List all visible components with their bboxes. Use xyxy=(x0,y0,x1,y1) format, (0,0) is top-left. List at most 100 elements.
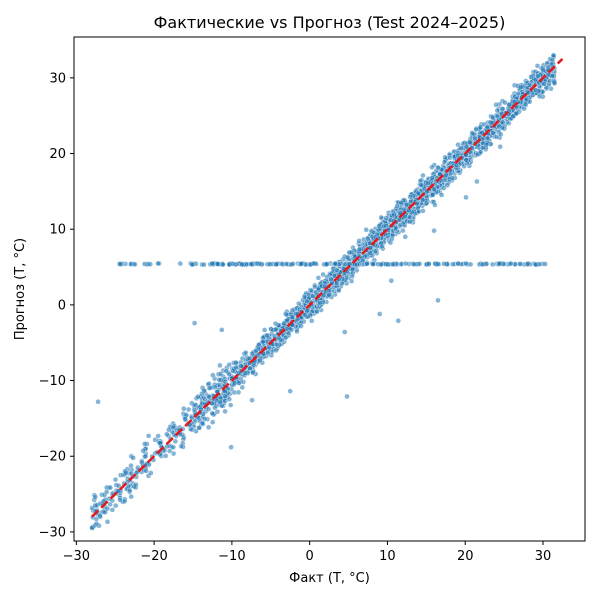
data-point xyxy=(117,497,123,503)
outlier-point xyxy=(432,202,438,208)
data-point xyxy=(140,448,146,454)
data-point xyxy=(403,260,409,267)
data-point xyxy=(398,261,404,267)
data-point xyxy=(402,213,408,220)
data-point xyxy=(273,261,279,267)
data-point xyxy=(420,172,426,179)
data-point xyxy=(189,400,195,406)
x-tick-label: −30 xyxy=(63,549,90,564)
data-point xyxy=(242,370,249,376)
data-point xyxy=(379,243,385,249)
data-point xyxy=(478,149,484,155)
data-point xyxy=(317,300,323,306)
data-point xyxy=(315,275,322,281)
data-point xyxy=(231,380,238,386)
x-tick-label: −20 xyxy=(140,549,167,564)
data-point xyxy=(222,408,228,415)
data-point xyxy=(148,470,154,476)
data-point xyxy=(429,192,436,198)
data-point xyxy=(228,402,234,408)
data-point xyxy=(356,238,362,244)
data-point xyxy=(210,419,216,425)
reference-line xyxy=(91,58,564,518)
data-point xyxy=(536,261,543,267)
data-point xyxy=(449,175,455,181)
data-point xyxy=(209,410,215,416)
data-point xyxy=(123,470,129,476)
data-point xyxy=(164,431,170,437)
x-tick-label: 20 xyxy=(457,549,474,564)
data-point xyxy=(107,501,113,508)
data-point xyxy=(217,371,224,377)
data-point xyxy=(217,399,223,405)
data-point xyxy=(508,260,514,267)
data-point xyxy=(496,260,502,267)
data-point xyxy=(364,261,370,267)
data-point xyxy=(167,448,173,454)
data-point xyxy=(467,261,474,268)
data-point xyxy=(104,506,111,512)
data-point xyxy=(191,407,198,413)
outlier-point xyxy=(342,329,348,335)
data-point xyxy=(324,261,330,267)
data-point xyxy=(483,261,490,267)
data-point xyxy=(121,498,128,505)
data-point xyxy=(256,341,262,348)
data-point xyxy=(378,214,384,221)
data-point xyxy=(93,516,100,522)
data-point xyxy=(235,389,242,395)
data-point xyxy=(499,125,506,131)
outlier-point xyxy=(249,397,255,403)
outlier-point xyxy=(497,144,503,150)
data-point xyxy=(92,494,98,500)
data-point xyxy=(420,208,426,214)
data-point xyxy=(128,463,134,469)
data-point xyxy=(407,194,413,200)
data-point xyxy=(494,113,501,120)
data-point xyxy=(172,438,179,444)
data-point xyxy=(394,203,400,209)
data-point xyxy=(502,99,508,106)
data-point xyxy=(407,219,413,225)
data-point xyxy=(104,489,110,495)
data-point xyxy=(396,217,402,223)
data-point xyxy=(236,370,242,376)
data-point xyxy=(214,409,221,415)
data-point xyxy=(222,379,228,385)
data-point xyxy=(458,145,464,151)
data-point xyxy=(411,261,417,267)
data-point xyxy=(128,470,135,477)
data-point xyxy=(166,427,172,433)
data-point xyxy=(141,261,148,267)
data-point xyxy=(205,406,212,412)
data-point xyxy=(332,260,338,267)
data-point xyxy=(490,114,496,120)
data-point xyxy=(117,261,123,267)
data-point xyxy=(493,102,499,108)
data-point xyxy=(254,260,260,267)
data-point xyxy=(199,420,206,426)
data-point xyxy=(257,357,263,364)
data-point xyxy=(273,326,279,332)
data-point xyxy=(337,269,344,275)
y-tick-label: 0 xyxy=(58,298,66,313)
data-point xyxy=(441,261,447,267)
data-point xyxy=(182,416,188,422)
data-point xyxy=(517,261,523,267)
data-point xyxy=(104,519,111,525)
chart-title: Фактические vs Прогноз (Test 2024–2025) xyxy=(154,13,506,32)
data-point xyxy=(348,249,355,256)
data-point xyxy=(463,260,469,267)
data-point xyxy=(536,93,543,100)
x-tick-label: 0 xyxy=(306,549,314,564)
data-point xyxy=(113,502,119,509)
data-point xyxy=(442,154,448,161)
data-point xyxy=(479,130,485,136)
data-point xyxy=(344,254,351,261)
data-point xyxy=(469,130,475,136)
y-tick-label: −30 xyxy=(39,525,66,540)
data-point xyxy=(367,250,373,256)
outlier-point xyxy=(474,178,480,185)
data-point xyxy=(484,124,490,130)
